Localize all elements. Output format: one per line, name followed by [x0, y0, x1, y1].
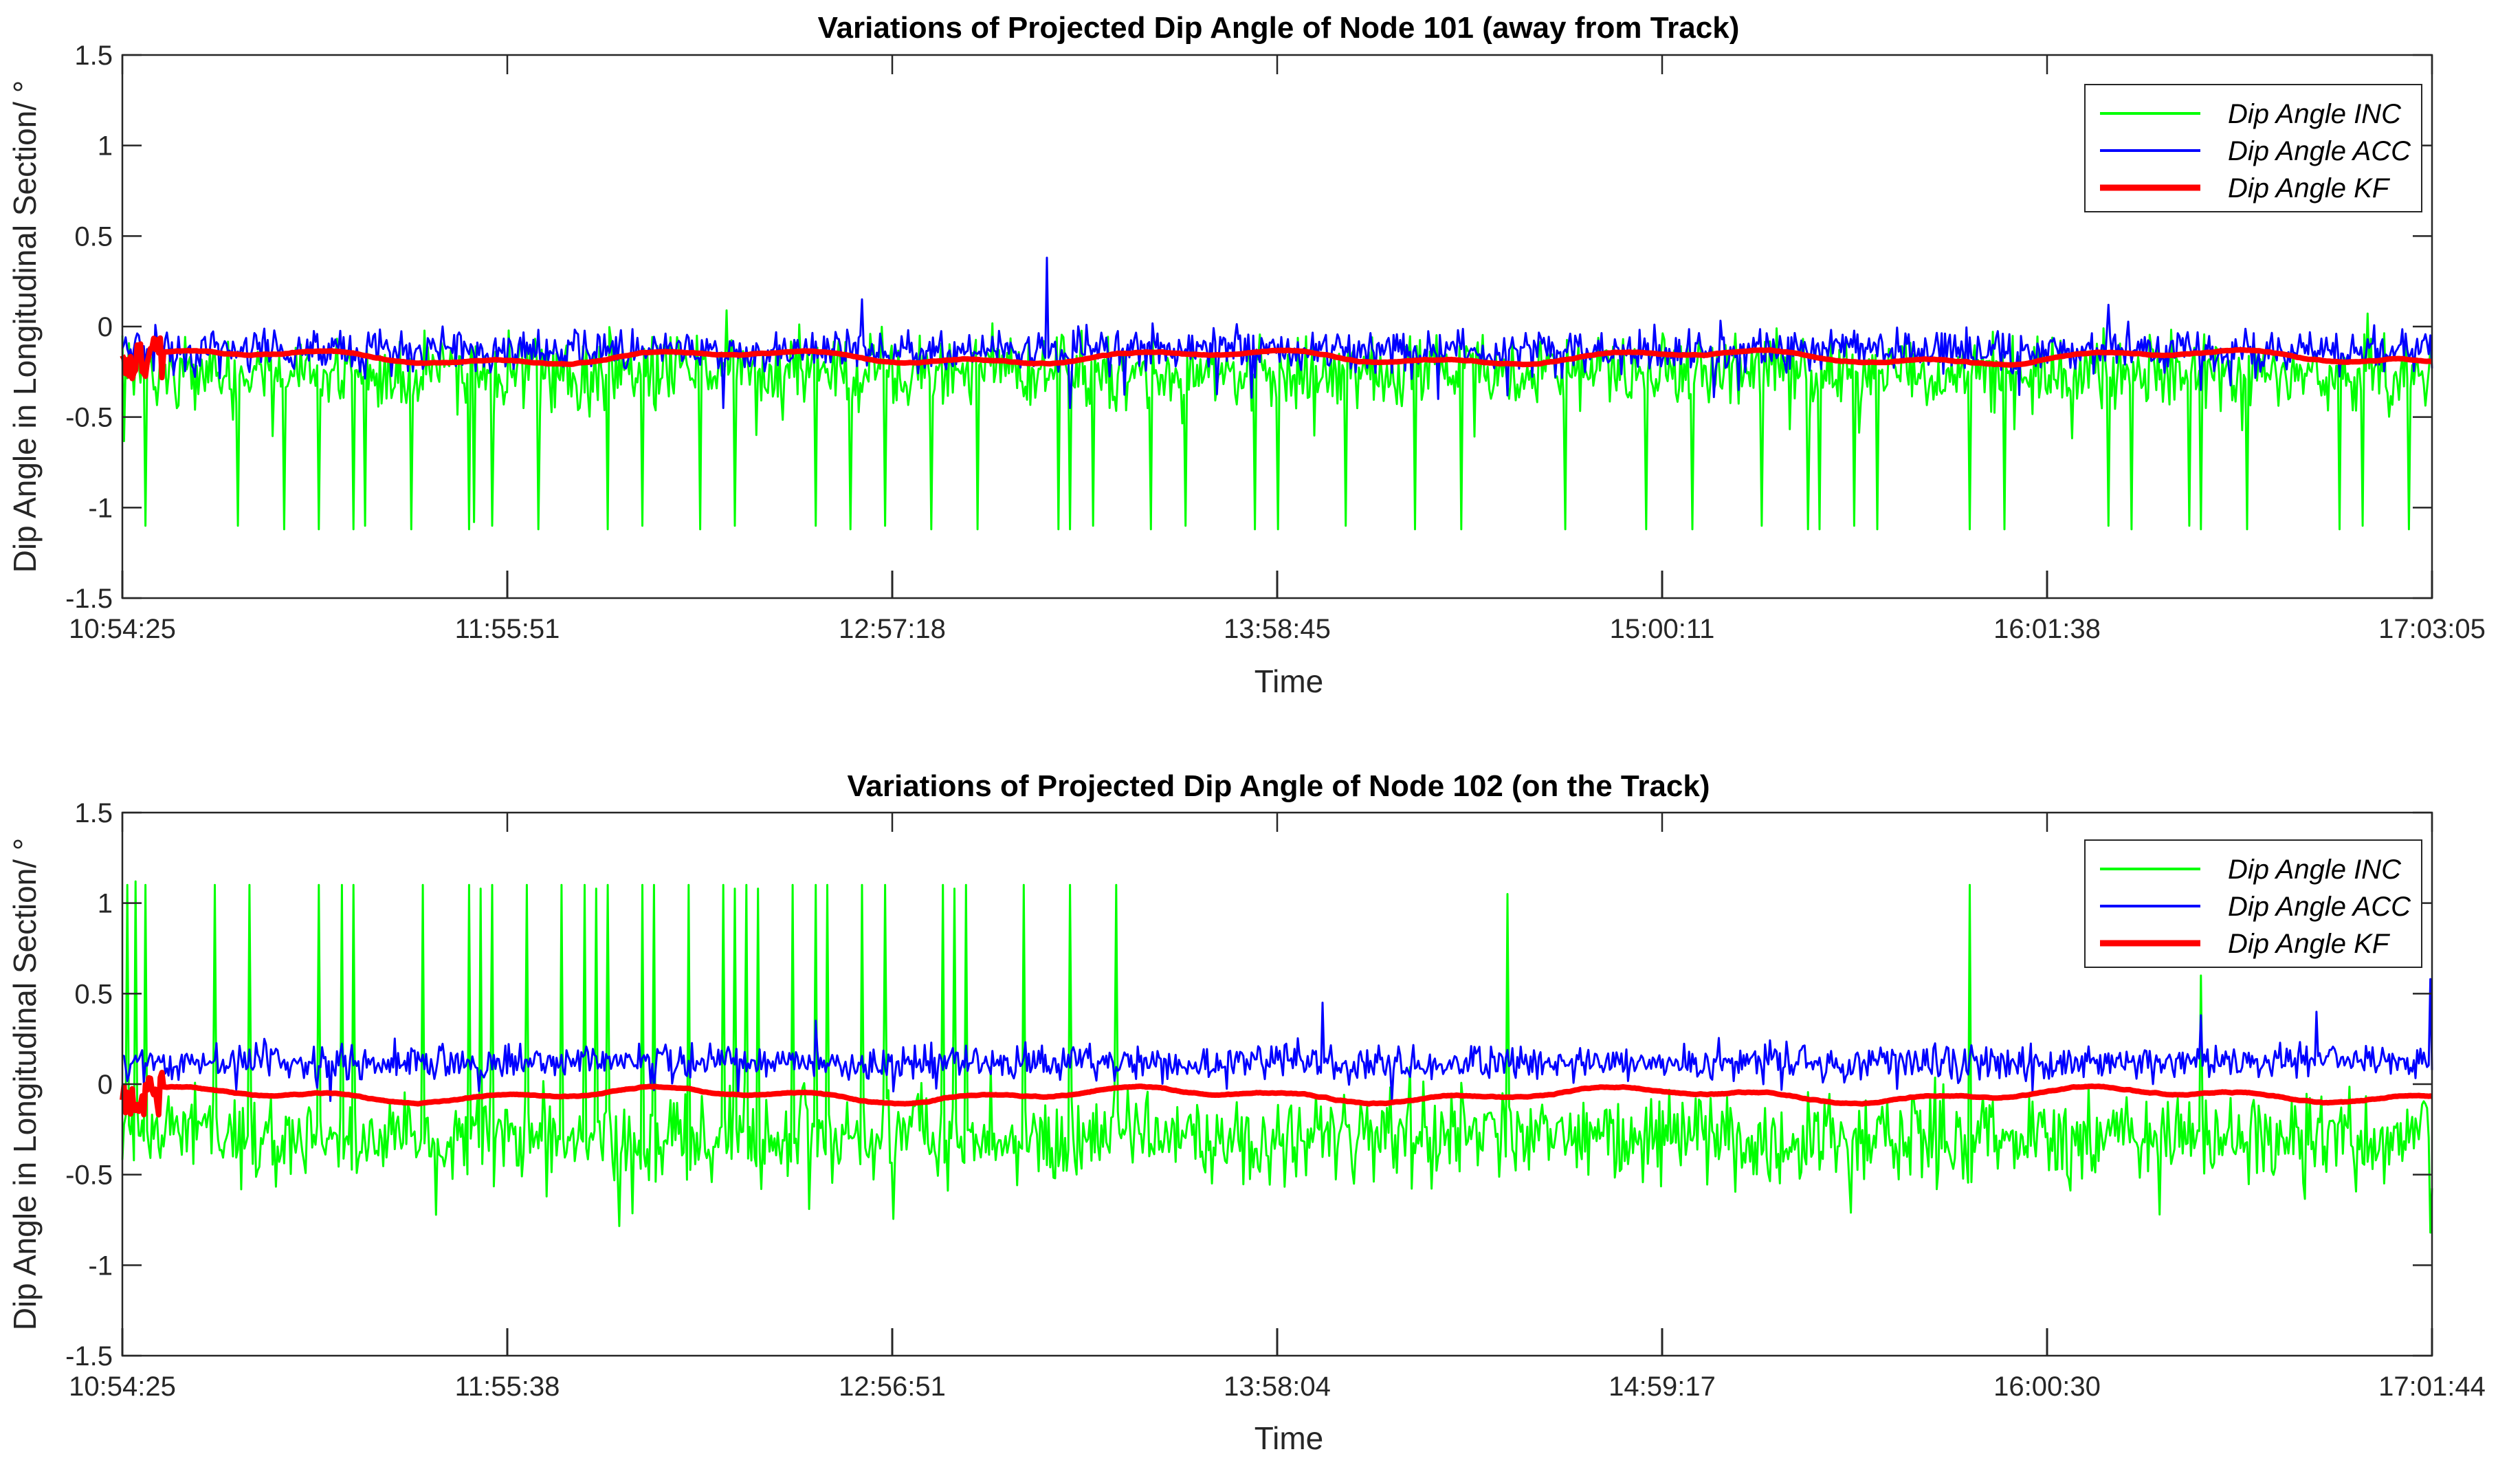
y-tick-label: -1: [88, 1251, 113, 1281]
y-tick-label: 1: [98, 131, 113, 162]
series-line-dip-angle-inc: [121, 880, 2433, 1234]
y-tick-label: 0: [98, 1070, 113, 1100]
chart-title: Variations of Projected Dip Angle of Nod…: [818, 11, 1740, 45]
x-tick-label: 13:58:45: [1224, 614, 1331, 644]
legend: Dip Angle INC Dip Angle ACC Dip Angle KF: [2084, 84, 2422, 212]
y-axis-label: Dip Angle in Longitudinal Section/ °: [7, 838, 43, 1331]
series-layer: [120, 256, 2433, 531]
x-axis-label: Time: [1255, 663, 1324, 699]
legend-label-inc: Dip Angle INC: [2228, 99, 2402, 129]
series-layer: [120, 880, 2433, 1234]
y-tick-label: 0.5: [74, 979, 113, 1009]
y-tick-label: 1.5: [74, 798, 113, 828]
chart-node-102: Variations of Projected Dip Angle of Nod…: [7, 769, 2486, 1456]
chart-title: Variations of Projected Dip Angle of Nod…: [847, 769, 1710, 803]
y-tick-label: 0.5: [74, 221, 113, 252]
legend-label-acc: Dip Angle ACC: [2228, 136, 2411, 166]
legend-label-acc: Dip Angle ACC: [2228, 892, 2411, 922]
series-line-dip-angle-acc: [122, 978, 2433, 1102]
x-tick-label: 17:01:44: [2378, 1372, 2486, 1402]
series-line-dip-angle-kf: [120, 335, 2433, 382]
x-tick-label: 15:00:11: [1610, 614, 1715, 644]
legend-label-inc: Dip Angle INC: [2228, 855, 2402, 885]
legend-label-kf: Dip Angle KF: [2228, 929, 2391, 959]
x-tick-label: 13:58:04: [1224, 1372, 1331, 1402]
x-tick-label: 10:54:25: [69, 1372, 176, 1402]
x-tick-label: 12:57:18: [839, 614, 946, 644]
x-tick-label: 12:56:51: [839, 1372, 946, 1402]
chart-node-101: Variations of Projected Dip Angle of Nod…: [7, 11, 2486, 699]
y-tick-label: 1.5: [74, 41, 113, 71]
x-tick-label: 16:01:38: [1993, 614, 2101, 644]
y-tick-label: -1: [88, 493, 113, 523]
series-line-dip-angle-kf: [120, 1070, 2433, 1118]
x-tick-label: 17:03:05: [2378, 614, 2486, 644]
x-tick-label: 11:55:51: [455, 614, 560, 644]
legend: Dip Angle INC Dip Angle ACC Dip Angle KF: [2084, 839, 2422, 968]
series-line-dip-angle-acc: [121, 256, 2433, 409]
x-tick-label: 11:55:38: [455, 1372, 560, 1402]
tick-layer: -1.5 -1 -0.5 0 0.5 1 1.5 10:54:25 11:55:51 12:57:…: [65, 41, 2486, 644]
series-line-dip-angle-inc: [121, 309, 2433, 531]
y-tick-label: -0.5: [65, 1160, 113, 1191]
legend-label-kf: Dip Angle KF: [2228, 173, 2391, 203]
x-tick-label: 10:54:25: [69, 614, 176, 644]
x-tick-label: 14:59:17: [1609, 1372, 1716, 1402]
tick-layer: -1.5 -1 -0.5 0 0.5 1 1.5 10:54:25 11:55:38 12:56:…: [65, 798, 2486, 1402]
y-tick-label: 1: [98, 889, 113, 919]
y-tick-label: -0.5: [65, 403, 113, 433]
y-axis-label: Dip Angle in Longitudinal Section/ °: [7, 80, 43, 573]
y-tick-label: 0: [98, 312, 113, 342]
y-tick-label: -1.5: [65, 584, 113, 614]
y-tick-label: -1.5: [65, 1341, 113, 1372]
x-axis-label: Time: [1255, 1420, 1324, 1456]
x-tick-label: 16:00:30: [1993, 1372, 2101, 1402]
